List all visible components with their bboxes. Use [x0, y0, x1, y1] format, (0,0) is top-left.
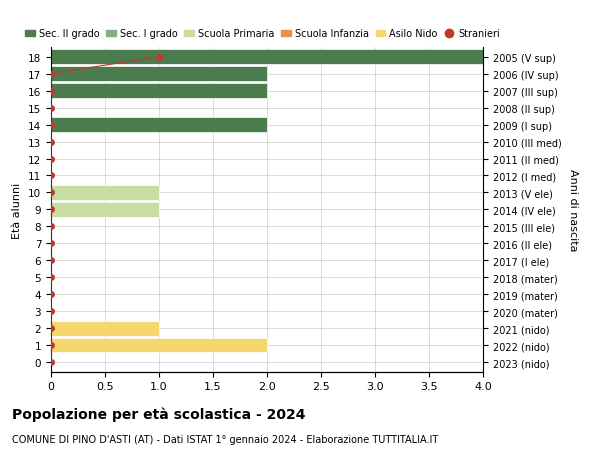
Legend: Sec. II grado, Sec. I grado, Scuola Primaria, Scuola Infanzia, Asilo Nido, Stran: Sec. II grado, Sec. I grado, Scuola Prim…	[22, 26, 503, 43]
Bar	[51, 50, 483, 65]
Y-axis label: Anni di nascita: Anni di nascita	[568, 169, 578, 251]
Bar	[51, 67, 267, 82]
Bar	[51, 203, 159, 217]
Text: COMUNE DI PINO D'ASTI (AT) - Dati ISTAT 1° gennaio 2024 - Elaborazione TUTTITALI: COMUNE DI PINO D'ASTI (AT) - Dati ISTAT …	[12, 434, 438, 444]
Bar	[51, 321, 159, 336]
Bar	[51, 186, 159, 200]
Y-axis label: Età alunni: Età alunni	[13, 182, 22, 238]
Text: Popolazione per età scolastica - 2024: Popolazione per età scolastica - 2024	[12, 406, 305, 421]
Bar	[51, 118, 267, 133]
Bar	[51, 84, 267, 99]
Bar	[51, 338, 267, 353]
